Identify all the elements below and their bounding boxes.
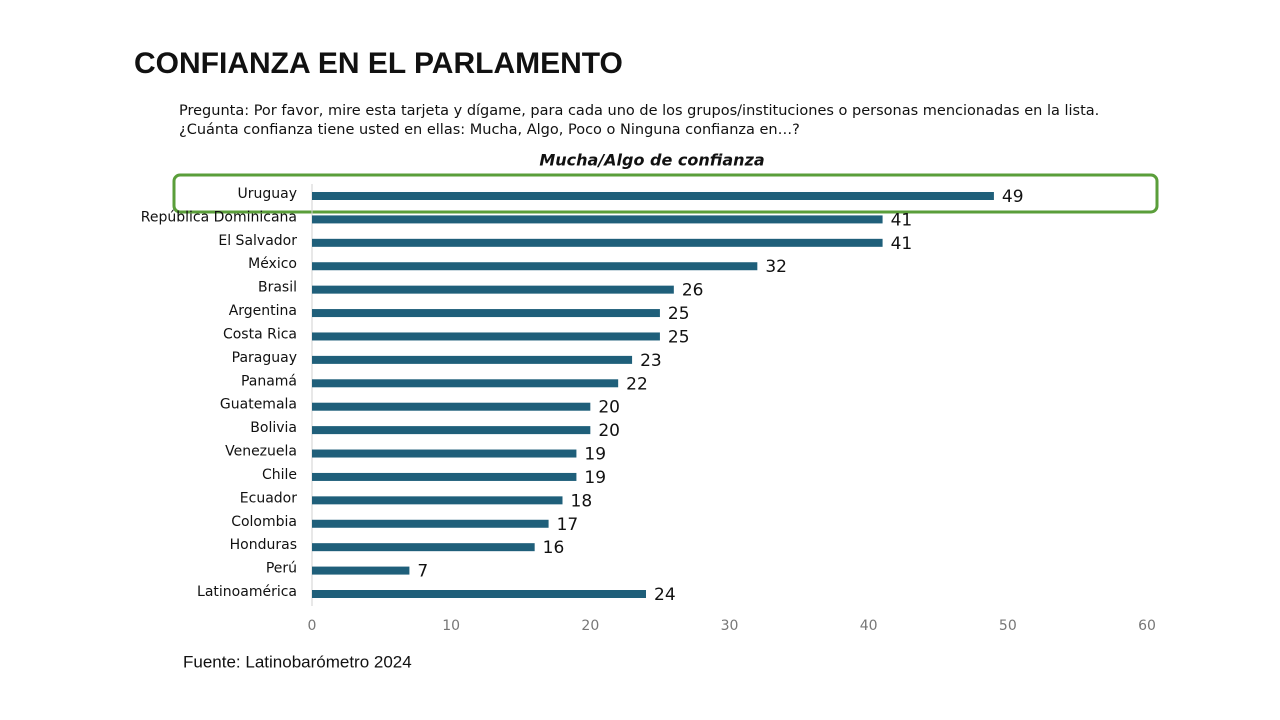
y-tick-label: Uruguay <box>238 186 298 202</box>
subtitle: ¿Cuánta confianza tiene usted en ellas: … <box>179 122 800 138</box>
bar <box>312 543 535 552</box>
value-label: 19 <box>584 468 606 488</box>
y-tick-label: Costa Rica <box>223 326 297 342</box>
value-label: 7 <box>417 562 428 582</box>
value-label: 24 <box>654 585 676 605</box>
value-label: 16 <box>543 538 565 558</box>
bar <box>312 192 994 200</box>
y-tick-label: México <box>248 256 297 272</box>
y-tick-label: Venezuela <box>225 444 297 460</box>
bar <box>312 519 549 528</box>
value-label: 17 <box>557 515 579 535</box>
x-tick-label: 20 <box>581 618 599 634</box>
bar <box>312 496 563 505</box>
y-tick-label: Ecuador <box>240 490 297 506</box>
bar <box>312 215 883 224</box>
value-label: 20 <box>598 398 620 418</box>
bar <box>312 285 674 294</box>
bar <box>312 426 591 435</box>
y-tick-label: Paraguay <box>232 350 297 366</box>
bar <box>312 262 758 271</box>
value-label: 26 <box>682 281 704 301</box>
bar <box>312 355 633 364</box>
x-tick-label: 10 <box>442 618 460 634</box>
value-label: 41 <box>891 210 913 230</box>
y-tick-label: Perú <box>266 561 297 577</box>
y-tick-label: Panamá <box>241 373 297 389</box>
bar <box>312 309 660 318</box>
x-tick-label: 50 <box>999 618 1017 634</box>
value-label: 18 <box>571 491 593 511</box>
bar <box>312 332 660 341</box>
y-tick-label: Colombia <box>231 514 297 530</box>
source: Fuente: Latinobarómetro 2024 <box>183 652 412 671</box>
y-tick-label: El Salvador <box>218 233 297 249</box>
value-label: 49 <box>1002 187 1024 207</box>
value-label: 41 <box>891 234 913 254</box>
subtitle: Pregunta: Por favor, mire esta tarjeta y… <box>179 103 1099 119</box>
y-tick-label: Argentina <box>229 303 297 319</box>
x-tick-label: 30 <box>721 618 739 634</box>
bar <box>312 402 591 411</box>
y-tick-label: Brasil <box>258 280 297 296</box>
value-label: 23 <box>640 351 662 371</box>
value-label: 20 <box>598 421 620 441</box>
y-tick-label: República Dominicana <box>141 209 297 225</box>
highlight-box <box>172 173 1159 214</box>
bar <box>312 590 646 598</box>
bar <box>312 449 577 458</box>
value-label: 19 <box>584 445 606 465</box>
bar <box>312 566 410 575</box>
x-tick-label: 40 <box>860 618 878 634</box>
y-tick-label: Bolivia <box>250 420 297 436</box>
x-tick-label: 60 <box>1138 618 1156 634</box>
value-label: 32 <box>765 257 787 277</box>
bar <box>312 472 577 481</box>
plot-title: Mucha/Algo de confianza <box>539 151 764 170</box>
y-tick-label: Chile <box>262 467 297 483</box>
value-label: 25 <box>668 304 690 324</box>
value-label: 25 <box>668 327 690 347</box>
y-tick-label: Honduras <box>230 537 297 553</box>
y-tick-label: Latinoamérica <box>197 584 297 600</box>
x-tick-label: 0 <box>308 618 317 634</box>
bar <box>312 379 619 388</box>
chart-title: CONFIANZA EN EL PARLAMENTO <box>134 47 623 80</box>
value-label: 22 <box>626 374 648 394</box>
bar <box>312 238 883 247</box>
y-tick-label: Guatemala <box>220 397 297 413</box>
